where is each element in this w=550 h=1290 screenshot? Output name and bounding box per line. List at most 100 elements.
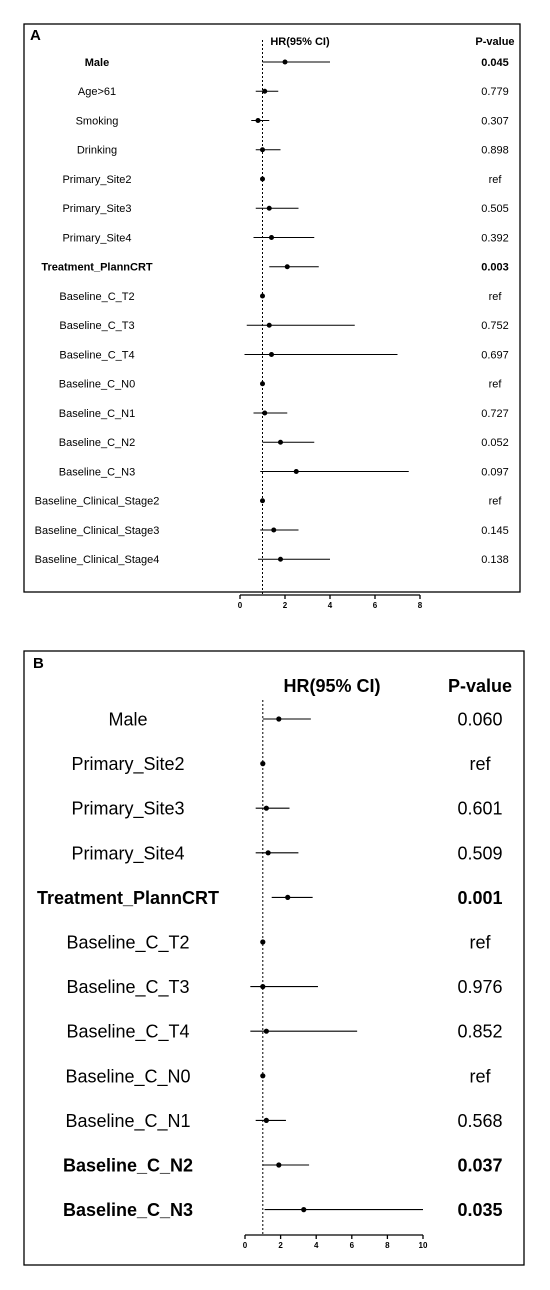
p-value: 0.392 xyxy=(481,232,509,244)
forest-row: Primary_Site4 0.392 xyxy=(62,232,508,244)
p-value: 0.852 xyxy=(457,1022,502,1042)
p-value: 0.779 xyxy=(481,86,509,98)
p-value: 0.001 xyxy=(457,888,502,908)
forest-row: Smoking 0.307 xyxy=(76,115,509,127)
forest-row: Drinking 0.898 xyxy=(77,145,509,157)
p-value: 0.976 xyxy=(457,977,502,997)
hazard-ratio-point xyxy=(263,1117,269,1123)
row-label: Baseline_C_N2 xyxy=(59,437,135,449)
panel-frame xyxy=(23,23,521,593)
forest-row: Baseline_Clinical_Stage4 0.138 xyxy=(35,554,509,566)
hazard-ratio-point xyxy=(260,1073,266,1079)
row-label: Baseline_C_N3 xyxy=(63,1200,193,1220)
row-label: Male xyxy=(85,57,109,69)
forest-row: Baseline_C_N2 0.052 xyxy=(59,437,509,449)
hazard-ratio-point xyxy=(262,410,268,416)
hazard-ratio-point xyxy=(260,984,266,990)
hazard-ratio-point xyxy=(262,88,268,94)
x-tick-label: 0 xyxy=(238,601,243,610)
row-label: Treatment_PlannCRT xyxy=(41,262,153,274)
row-label: Baseline_C_N1 xyxy=(59,408,135,420)
hazard-ratio-point xyxy=(260,176,265,182)
x-tick-label: 2 xyxy=(278,1241,283,1250)
p-value: 0.035 xyxy=(457,1200,502,1220)
forest-row: Primary_Site4 0.509 xyxy=(71,843,502,864)
hazard-ratio-point xyxy=(265,850,271,856)
row-label: Baseline_C_N3 xyxy=(59,466,135,478)
hazard-ratio-point xyxy=(263,1028,269,1034)
p-value: 0.052 xyxy=(481,437,509,449)
row-label: Baseline_Clinical_Stage3 xyxy=(35,525,160,537)
p-value: 0.697 xyxy=(481,349,509,361)
row-label: Baseline_Clinical_Stage4 xyxy=(35,554,160,566)
row-label: Smoking xyxy=(76,115,119,127)
p-value: 0.045 xyxy=(481,57,509,69)
x-tick-label: 2 xyxy=(283,601,288,610)
hazard-ratio-point xyxy=(260,761,266,767)
x-tick-label: 6 xyxy=(373,601,378,610)
panel-label: A xyxy=(30,27,41,44)
hazard-ratio-point xyxy=(269,352,274,357)
hazard-ratio-point xyxy=(255,118,261,123)
row-label: Male xyxy=(108,709,147,729)
x-tick-label: 0 xyxy=(243,1241,248,1250)
hazard-ratio-point xyxy=(266,322,272,328)
p-value: ref xyxy=(489,379,503,391)
forest-row: Baseline_C_N3 0.097 xyxy=(59,466,509,478)
forest-row: Baseline_C_N2 0.037 xyxy=(63,1155,503,1175)
hazard-ratio-point xyxy=(284,264,290,270)
p-value: 0.097 xyxy=(481,466,509,478)
row-label: Primary_Site4 xyxy=(62,232,131,244)
row-label: Baseline_C_N0 xyxy=(59,379,135,391)
row-label: Baseline_Clinical_Stage2 xyxy=(35,496,160,508)
p-value: ref xyxy=(469,754,491,774)
forest-row: Age>61 0.779 xyxy=(78,86,509,98)
forest-row: Baseline_C_N3 0.035 xyxy=(63,1200,503,1220)
p-value: 0.752 xyxy=(481,320,509,332)
p-value: ref xyxy=(469,1066,491,1086)
row-label: Baseline_C_T3 xyxy=(66,977,189,998)
p-value: 0.060 xyxy=(457,709,502,729)
row-label: Primary_Site4 xyxy=(71,843,184,864)
forest-row: Baseline_C_N1 0.568 xyxy=(65,1111,502,1132)
row-label: Primary_Site2 xyxy=(71,754,184,775)
p-value-column-header: P-value xyxy=(475,36,514,48)
p-value: 0.601 xyxy=(457,799,502,819)
p-value-column-header: P-value xyxy=(448,676,512,696)
forest-row: Primary_Site3 0.601 xyxy=(71,799,502,820)
row-label: Baseline_C_T2 xyxy=(66,932,189,953)
p-value: ref xyxy=(489,174,503,186)
x-tick-label: 8 xyxy=(418,601,423,610)
p-value: 0.138 xyxy=(481,554,509,566)
p-value: 0.003 xyxy=(481,262,509,274)
forest-row: Baseline_Clinical_Stage3 0.145 xyxy=(35,525,509,537)
p-value: 0.505 xyxy=(481,203,509,215)
forest-panel-b: B HR(95% CI) P-value 0 2 4 6 8 10 Male 0.060 Primar… xyxy=(23,650,525,1266)
hr-column-header: HR(95% CI) xyxy=(270,36,330,48)
p-value: ref xyxy=(469,932,491,952)
forest-row: Male 0.060 xyxy=(108,709,502,729)
p-value: 0.727 xyxy=(481,408,509,420)
forest-row: Baseline_C_T4 0.852 xyxy=(66,1022,502,1043)
row-label: Baseline_C_T3 xyxy=(59,320,134,332)
p-value: ref xyxy=(489,291,503,303)
x-tick-label: 4 xyxy=(328,601,333,610)
x-tick-label: 10 xyxy=(419,1241,428,1250)
row-label: Baseline_C_T2 xyxy=(59,291,134,303)
forest-row: Baseline_Clinical_Stage2 ref xyxy=(35,496,503,508)
row-label: Baseline_C_N0 xyxy=(65,1066,190,1087)
forest-row: Treatment_PlannCRT 0.003 xyxy=(41,262,508,274)
forest-row: Male 0.045 xyxy=(85,57,509,69)
hazard-ratio-point xyxy=(276,1162,282,1168)
row-label: Baseline_C_N2 xyxy=(63,1155,193,1175)
hazard-ratio-point xyxy=(278,439,283,445)
hazard-ratio-point xyxy=(282,59,288,65)
forest-panel-a: A HR(95% CI) P-value 0 2 4 6 8 Male 0.045 Age>61 0.… xyxy=(23,23,521,610)
forest-row: Treatment_PlannCRT 0.001 xyxy=(37,888,503,908)
forest-row: Baseline_C_N0 ref xyxy=(59,379,503,391)
forest-row: Baseline_C_T2 ref xyxy=(59,291,502,303)
hazard-ratio-point xyxy=(269,235,274,240)
hazard-ratio-point xyxy=(260,147,265,153)
hazard-ratio-point xyxy=(293,469,299,474)
